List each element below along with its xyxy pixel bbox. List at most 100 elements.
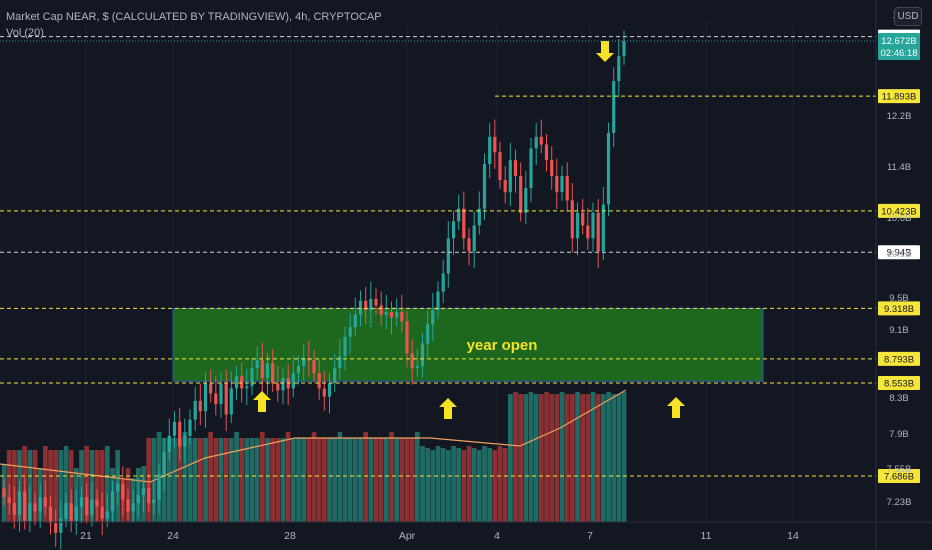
volume-bar [533, 394, 539, 522]
candle-body [622, 41, 626, 57]
arrow-up-icon [667, 397, 685, 418]
candle-body [183, 435, 187, 447]
volume-bar [68, 450, 74, 522]
volume-bar [513, 392, 518, 522]
volume-bar [378, 438, 384, 522]
volume-bar [105, 446, 110, 522]
price-tick: 10.6B [887, 213, 912, 224]
level-tag [878, 469, 920, 483]
candle-body [467, 238, 471, 252]
volume-bar [451, 446, 456, 522]
candle-body [400, 312, 404, 322]
volume-bar [203, 438, 208, 522]
volume-bar [373, 438, 379, 522]
volume-bar [32, 450, 38, 522]
candle-body [441, 273, 445, 292]
candle-body [322, 388, 326, 397]
volume-bar [48, 450, 53, 522]
candle-body [240, 376, 244, 389]
volume-layer [0, 389, 627, 522]
volume-bar [409, 438, 415, 522]
volume-bar [53, 450, 58, 522]
volume-bar [311, 432, 317, 522]
candle-layer [2, 30, 626, 550]
candle-body [493, 136, 497, 153]
time-axis[interactable]: 21 24 28 Apr 4 7 11 14 [0, 521, 932, 542]
candle-body [276, 383, 280, 391]
volume-bar [249, 438, 255, 522]
time-label: 24 [167, 530, 179, 542]
horizontal-levels[interactable]: 12.734B11.893B10.423B9.94B9.318B8.793B8.… [0, 29, 920, 483]
volume-bar [539, 394, 544, 522]
price-tick: 7.55B [887, 464, 912, 475]
arrow-up-icon [253, 391, 271, 412]
volume-bar [430, 450, 436, 522]
symbol-title[interactable]: Market Cap NEAR, $ (CALCULATED BY TRADIN… [6, 11, 382, 23]
candle-body [271, 363, 275, 384]
candle-body [17, 491, 22, 515]
candle-body [384, 312, 388, 315]
volume-indicator-label[interactable]: Vol (20) [6, 27, 44, 39]
volume-bar [301, 438, 306, 522]
candle-body [565, 176, 569, 201]
chart-legend: Market Cap NEAR, $ (CALCULATED BY TRADIN… [6, 9, 382, 41]
volume-bar [322, 438, 327, 522]
volume-bar [167, 438, 172, 522]
candle-body [482, 164, 487, 209]
candle-body [162, 452, 166, 475]
price-tick: 9.5B [889, 293, 909, 304]
volume-bar [234, 432, 239, 522]
price-tick: 11.4B [887, 162, 911, 173]
candle-body [219, 383, 223, 404]
volume-bar [477, 450, 482, 522]
level-tag [878, 203, 920, 218]
volume-bar [502, 448, 508, 522]
currency-button[interactable]: USD [894, 7, 922, 26]
candle-body [152, 499, 156, 504]
volume-bar [296, 438, 301, 522]
level-label: 9.318B [884, 304, 914, 315]
candle-body [513, 160, 518, 176]
price-tick: 8.3B [889, 393, 909, 404]
time-label: 28 [284, 530, 296, 542]
candle-body [69, 503, 73, 521]
candle-body [193, 400, 197, 420]
volume-bar [420, 446, 425, 522]
volume-bar [404, 438, 410, 522]
volume-bar [440, 448, 446, 522]
level-label: 7.686B [884, 472, 914, 483]
level-tag [878, 245, 920, 260]
candle-body [255, 360, 259, 369]
level-label: 9.94B [887, 248, 912, 259]
candle-body [312, 360, 316, 374]
volume-bar [332, 438, 337, 522]
candle-body [353, 314, 357, 328]
candle-body [141, 488, 146, 495]
candle-body [591, 212, 595, 239]
volume-bar [425, 448, 430, 522]
candle-body [250, 368, 254, 387]
volume-bar [177, 438, 182, 522]
volume-bar [337, 432, 343, 522]
level-tag [878, 351, 920, 366]
volume-bar [456, 448, 461, 522]
candle-body [333, 368, 337, 384]
volume-bar [223, 438, 229, 522]
volume-bar [358, 438, 363, 522]
candle-body [85, 497, 89, 515]
volume-bar [353, 438, 358, 522]
volume-bar [497, 446, 503, 522]
candle-body [147, 488, 151, 504]
candle-body [33, 503, 37, 512]
candle-body [302, 358, 306, 367]
volume-bar [492, 450, 498, 522]
candle-body [116, 483, 120, 492]
volume-bar [544, 392, 549, 522]
candle-body [214, 393, 218, 404]
candle-body [224, 383, 228, 415]
time-label: 7 [587, 530, 593, 542]
countdown-label: 02:46:18 [881, 48, 918, 59]
candle-body [519, 176, 523, 213]
